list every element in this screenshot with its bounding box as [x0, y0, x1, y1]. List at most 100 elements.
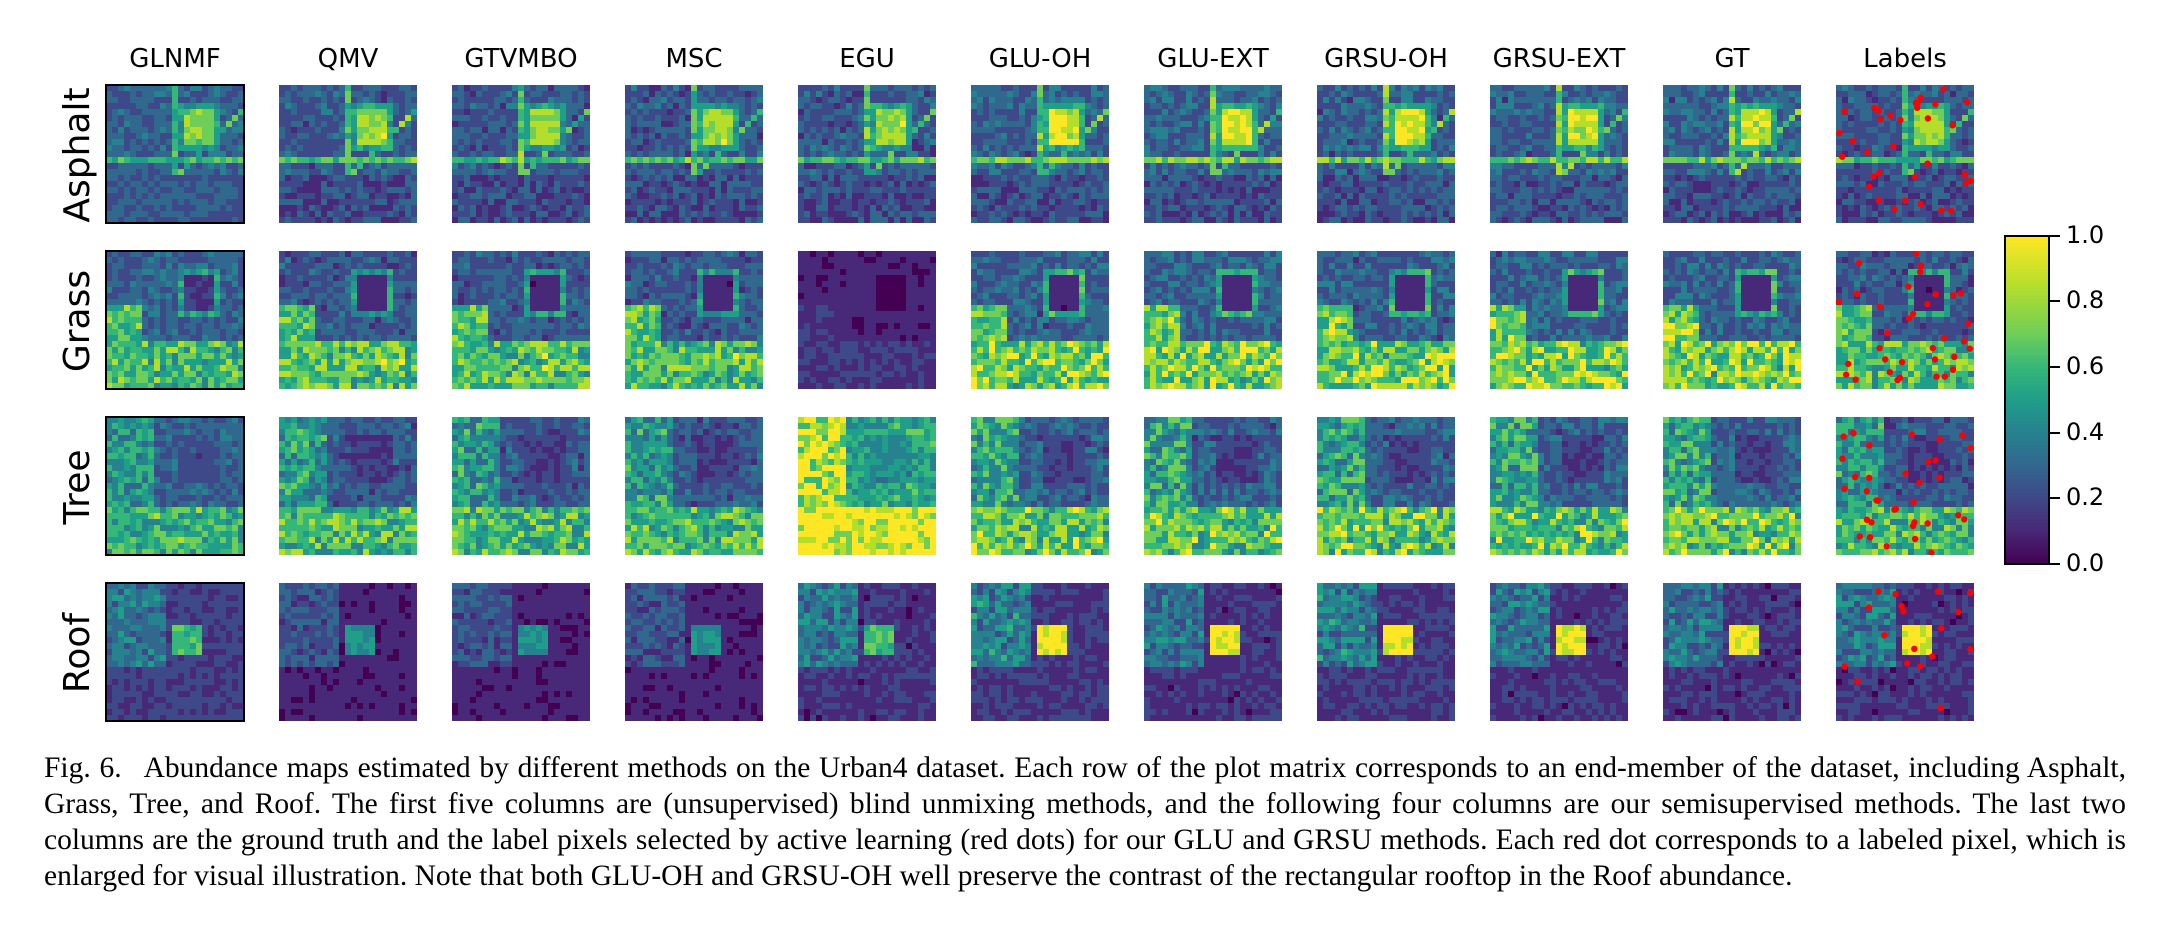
caption-text: Abundance maps estimated by different me… — [44, 752, 2126, 892]
colorbar — [2004, 235, 2050, 565]
label-pixel-dot — [1851, 473, 1859, 481]
label-pixel-dot — [1873, 497, 1880, 504]
label-pixel-dot — [1960, 338, 1968, 345]
label-pixel-dot — [1841, 485, 1848, 493]
label-pixel-dot — [1929, 653, 1936, 660]
label-pixel-dot — [1896, 374, 1904, 382]
abundance-map-roof-qmv — [279, 583, 417, 721]
abundance-map-image — [1144, 251, 1282, 389]
abundance-map-grass-grsu-oh — [1317, 251, 1455, 389]
row-header-grass: Grass — [57, 251, 98, 391]
label-pixel-dot — [1961, 516, 1968, 523]
abundance-map-image — [1836, 417, 1974, 555]
label-pixel-dot — [1914, 104, 1921, 111]
label-pixel-dot — [1865, 604, 1873, 611]
label-pixel-dot — [1840, 433, 1847, 440]
abundance-map-image — [279, 85, 417, 223]
label-pixel-dot — [1913, 251, 1920, 257]
label-pixel-dot — [1911, 645, 1918, 652]
abundance-map-grass-msc — [625, 251, 763, 389]
abundance-map-image — [971, 417, 1109, 555]
abundance-map-image — [106, 85, 244, 223]
label-pixel-dot — [1940, 86, 1947, 93]
label-pixel-dot — [1911, 519, 1918, 526]
label-pixel-dot — [1924, 115, 1932, 122]
label-pixel-dot — [1866, 474, 1873, 481]
label-pixel-dot — [1866, 183, 1873, 191]
label-pixel-dot — [1918, 262, 1925, 269]
label-pixel-dot — [1836, 130, 1843, 137]
label-pixel-dot — [1876, 303, 1883, 311]
label-pixel-dot — [1875, 197, 1882, 204]
abundance-map-image — [279, 417, 417, 555]
label-pixel-dot — [1886, 369, 1893, 376]
label-pixel-dot — [1845, 360, 1852, 368]
abundance-map-image — [798, 85, 936, 223]
abundance-map-asphalt-labels — [1836, 85, 1974, 223]
label-pixel-dot — [1900, 608, 1907, 615]
label-pixel-dot — [1870, 173, 1877, 180]
label-pixel-dot — [1936, 436, 1943, 443]
abundance-map-grass-glu-oh — [971, 251, 1109, 389]
label-pixel-dot — [1958, 432, 1966, 439]
abundance-map-roof-gt — [1663, 583, 1801, 721]
label-pixel-dot — [1932, 101, 1939, 108]
colorbar-tick — [2050, 432, 2060, 434]
row-header-asphalt: Asphalt — [57, 85, 98, 225]
label-pixel-dot — [1866, 534, 1874, 541]
label-pixel-dot — [1938, 207, 1945, 214]
abundance-map-image — [106, 583, 244, 721]
abundance-map-asphalt-glu-oh — [971, 85, 1109, 223]
label-pixel-dot — [1841, 108, 1848, 115]
colorbar-tick — [2050, 497, 2060, 499]
label-pixel-dot — [1917, 200, 1924, 208]
abundance-map-image — [1836, 583, 1974, 721]
column-header-grsu-oh: GRSU-OH — [1317, 44, 1455, 74]
label-pixel-dot — [1898, 359, 1906, 366]
abundance-map-image — [971, 85, 1109, 223]
abundance-map-tree-labels — [1836, 417, 1974, 555]
column-header-msc: MSC — [625, 44, 763, 74]
label-pixel-dot — [1966, 345, 1973, 352]
abundance-map-tree-egu — [798, 417, 936, 555]
label-pixel-dot — [1875, 588, 1882, 595]
label-pixel-dot — [1911, 174, 1918, 181]
label-pixel-dot — [1871, 104, 1878, 112]
abundance-map-roof-egu — [798, 583, 936, 721]
label-pixel-dot — [1891, 206, 1898, 213]
label-pixel-dot — [1902, 197, 1909, 205]
label-pixel-dot — [1839, 153, 1846, 160]
column-header-grsu-ext: GRSU-EXT — [1490, 44, 1628, 74]
column-header-glu-ext: GLU-EXT — [1144, 44, 1282, 74]
abundance-map-image — [1144, 85, 1282, 223]
abundance-map-asphalt-qmv — [279, 85, 417, 223]
abundance-map-image — [1663, 417, 1801, 555]
label-pixel-dot — [1936, 474, 1943, 481]
abundance-map-image — [971, 583, 1109, 721]
label-pixel-dot — [1928, 549, 1935, 555]
abundance-map-image — [1317, 85, 1455, 223]
abundance-map-image — [1490, 251, 1628, 389]
abundance-map-asphalt-gtvmbo — [452, 85, 590, 223]
abundance-map-image — [625, 417, 763, 555]
label-pixel-dot — [1933, 373, 1940, 380]
colorbar-tick-label: 0.8 — [2066, 286, 2104, 314]
column-header-glnmf: GLNMF — [106, 44, 244, 74]
label-pixel-dot — [1882, 356, 1889, 363]
abundance-map-grass-gt — [1663, 251, 1801, 389]
label-pixel-dot — [1948, 207, 1955, 215]
label-pixel-dot — [1877, 116, 1884, 123]
abundance-map-image — [106, 251, 244, 389]
column-header-glu-oh: GLU-OH — [971, 44, 1109, 74]
abundance-map-roof-grsu-ext — [1490, 583, 1628, 721]
label-pixel-dot — [1905, 315, 1913, 322]
abundance-map-roof-msc — [625, 583, 763, 721]
abundance-map-grass-labels — [1836, 251, 1974, 389]
label-pixel-dot — [1917, 94, 1924, 101]
label-pixel-dot — [1853, 290, 1861, 298]
abundance-map-asphalt-glnmf — [105, 84, 245, 224]
label-pixel-dot — [1856, 533, 1863, 540]
label-pixel-dot — [1967, 646, 1974, 653]
abundance-map-tree-gtvmbo — [452, 417, 590, 555]
abundance-map-image — [798, 251, 936, 389]
